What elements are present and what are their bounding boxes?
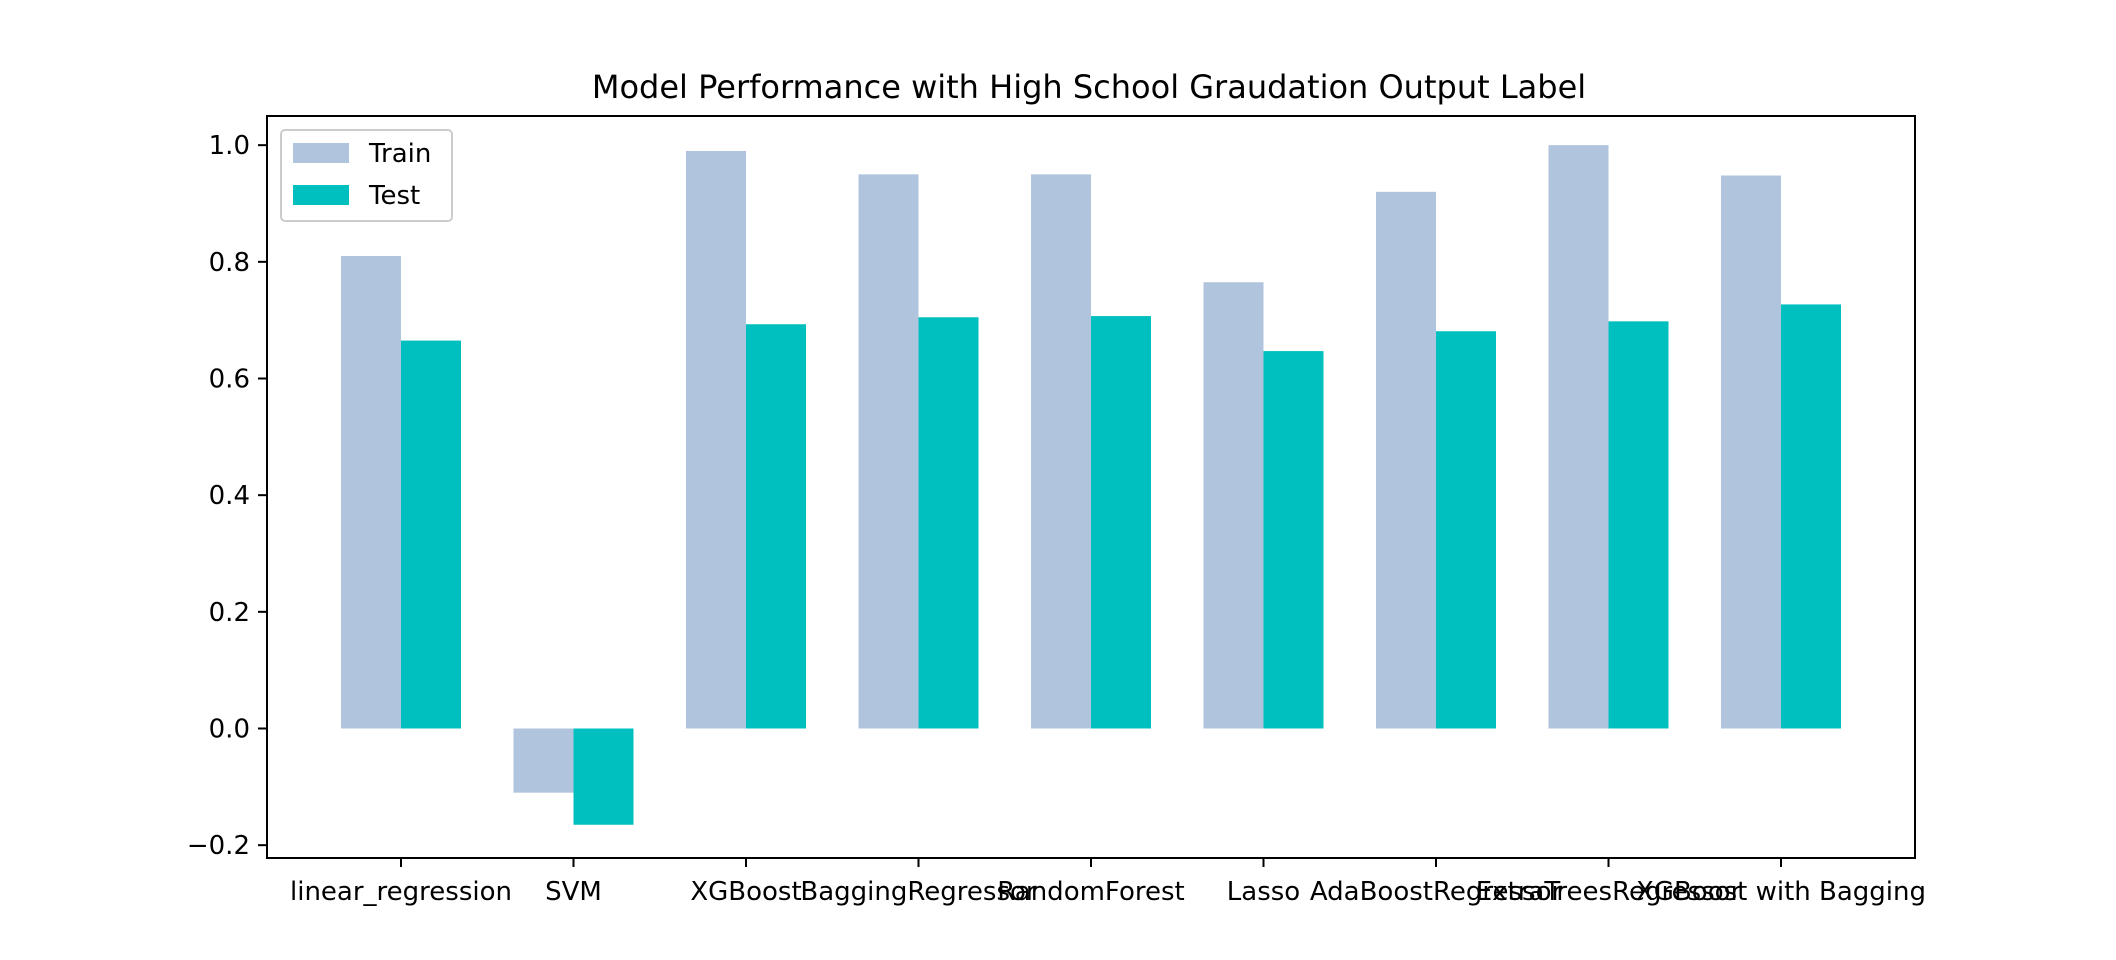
bar-train-4 xyxy=(1031,174,1091,729)
x-tick-label: AdaBoostRegressor xyxy=(1310,877,1563,907)
y-tick-label: 0.8 xyxy=(209,248,250,278)
bar-train-7 xyxy=(1548,145,1609,729)
bar-train-5 xyxy=(1203,282,1264,729)
y-tick-label: 0.2 xyxy=(209,598,250,628)
bar-test-0 xyxy=(401,340,461,729)
y-tick-label: −0.2 xyxy=(187,831,250,861)
bar-train-1 xyxy=(513,728,574,793)
y-axis: −0.2 0.0 0.2 0.4 0.6 0.8 1.0 xyxy=(187,131,267,861)
bar-train-3 xyxy=(858,174,919,729)
y-tick-label: 0.4 xyxy=(209,481,250,511)
x-tick-label: Lasso xyxy=(1227,877,1300,907)
x-tick-label: linear_regression xyxy=(290,877,512,907)
y-tick-label: 0.0 xyxy=(209,715,250,745)
legend: Train Test xyxy=(280,129,453,222)
x-tick-label: XGBoost with Bagging xyxy=(1636,877,1926,907)
legend-label-train: Train xyxy=(368,139,431,169)
legend-label-test: Test xyxy=(368,181,420,211)
bars-layer xyxy=(341,145,1841,825)
bar-train-2 xyxy=(686,151,746,729)
x-tick-label: BaggingRegressor xyxy=(800,877,1036,907)
legend-swatch-train xyxy=(293,143,349,163)
bar-test-3 xyxy=(918,317,979,729)
x-tick-label: XGBoost xyxy=(690,877,801,907)
bar-test-7 xyxy=(1608,321,1669,729)
chart-title: Model Performance with High School Graud… xyxy=(592,68,1586,106)
x-tick-label: SVM xyxy=(545,877,602,907)
bar-train-0 xyxy=(341,256,401,729)
bar-train-6 xyxy=(1376,191,1436,729)
y-tick-label: 1.0 xyxy=(209,131,250,161)
bar-test-6 xyxy=(1436,331,1496,729)
x-tick-label: RandomForest xyxy=(997,877,1184,907)
bar-test-2 xyxy=(746,324,806,729)
x-tick-label: ExtraTreesRegressor xyxy=(1476,877,1742,907)
bar-test-1 xyxy=(573,728,634,825)
y-tick-label: 0.6 xyxy=(209,365,250,395)
bar-test-8 xyxy=(1781,304,1841,729)
bar-train-8 xyxy=(1721,175,1781,729)
x-axis: linear_regression SVM XGBoostBaggingRegres… xyxy=(290,858,1926,907)
legend-swatch-test xyxy=(293,185,349,205)
bar-test-5 xyxy=(1263,351,1324,729)
bar-test-4 xyxy=(1091,316,1151,729)
